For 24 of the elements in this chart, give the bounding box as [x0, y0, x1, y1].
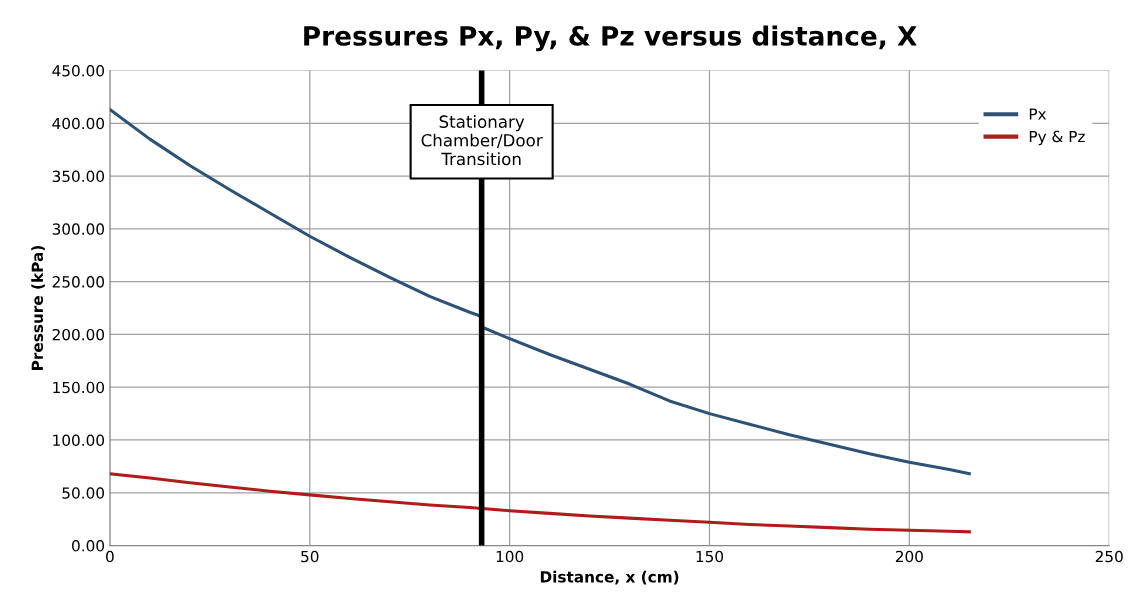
y-tick-label: 0.00 [72, 540, 105, 552]
x-tick-label: 0 [106, 550, 114, 563]
line-series [109, 472, 971, 534]
x-axis-title: Distance, x (cm) [540, 570, 679, 585]
legend-label: Py & Pz [1029, 130, 1085, 146]
y-tick-label: 250.00 [52, 276, 105, 288]
line-series [109, 108, 971, 476]
x-tick-label: 100 [496, 550, 524, 563]
y-tick-label: 150.00 [53, 381, 105, 394]
y-tick-label: 300.00 [52, 223, 105, 235]
y-tick-label: 100.00 [53, 434, 105, 447]
y-tick-label: 450.00 [52, 64, 105, 77]
y-tick-label: 400.00 [52, 117, 105, 130]
x-tick-label: 250 [1095, 550, 1123, 563]
x-tick-label: 150 [696, 550, 724, 563]
y-axis-title: Pressure (kPa) [31, 246, 45, 370]
y-tick-label: 200.00 [52, 328, 105, 341]
ref-line-label: Stationary Chamber/Door Transition [421, 115, 543, 166]
x-tick-label: 200 [895, 550, 923, 563]
chart-title: Pressures Px, Py, & Pz versus distance, X [304, 25, 917, 52]
y-tick-label: 50.00 [62, 487, 105, 499]
y-tick-label: 350.00 [52, 170, 105, 183]
x-tick-label: 50 [301, 550, 319, 563]
legend-label: Px [1029, 108, 1047, 120]
